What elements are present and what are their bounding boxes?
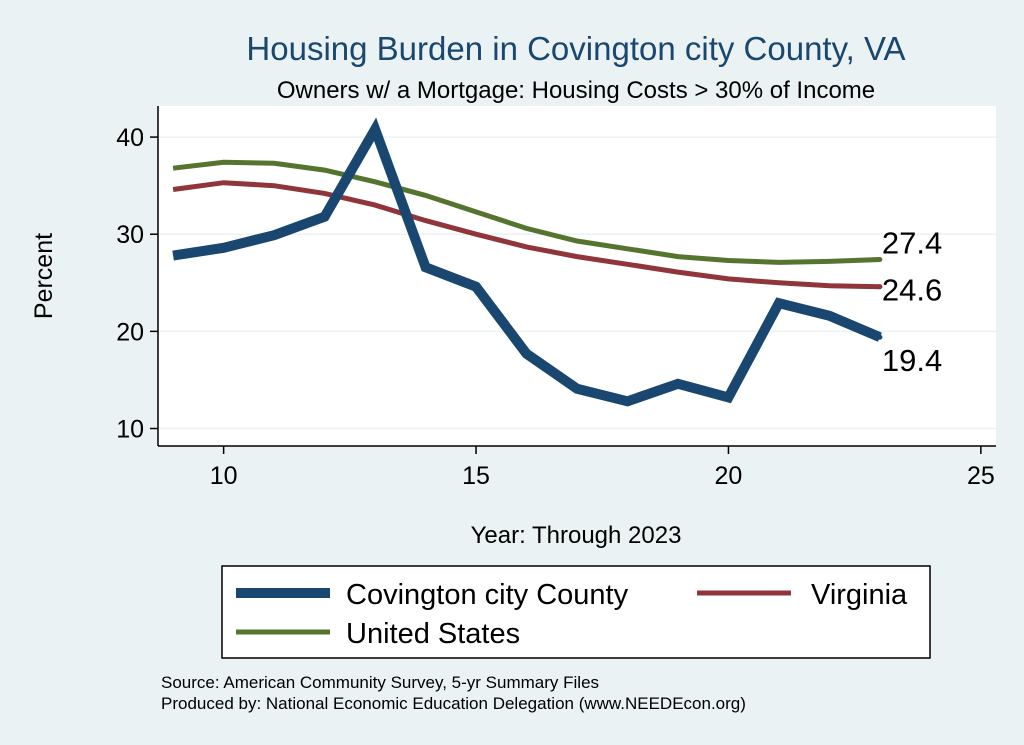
y-tick-label: 30 [116, 221, 144, 249]
x-tick-label: 10 [210, 462, 238, 490]
series-end-point [877, 284, 883, 290]
y-tick-label: 20 [116, 318, 144, 346]
y-axis-label: Percent [30, 233, 58, 319]
producer-note: Produced by: National Economic Education… [161, 694, 746, 713]
series-end-label: 24.6 [882, 273, 942, 308]
series-end-point [877, 256, 883, 262]
legend-label-virginia: Virginia [811, 579, 908, 611]
chart-title: Housing Burden in Covington city County,… [246, 30, 905, 67]
source-note: Source: American Community Survey, 5-yr … [161, 673, 599, 692]
series-line-covington-city-county [172, 117, 882, 407]
axis-layer: 10 20 30 40 10 15 20 25 [116, 106, 996, 490]
legend-label-covington: Covington city County [346, 579, 629, 611]
x-tick-label: 20 [715, 462, 743, 490]
y-tick-label: 40 [116, 124, 144, 152]
series-end-label: 27.4 [882, 225, 942, 260]
series-line-virginia [172, 180, 880, 290]
plot-area [158, 106, 996, 446]
series-end-point [877, 334, 883, 340]
legend-label-united-states: United States [346, 618, 520, 650]
series-line-united-states [172, 159, 880, 265]
x-axis-label: Year: Through 2023 [471, 522, 682, 549]
x-tick-label: 15 [462, 462, 490, 490]
series-end-label: 19.4 [882, 343, 942, 378]
legend: Covington city County Virginia United St… [221, 565, 931, 659]
y-tick-label: 10 [116, 416, 144, 444]
chart-subtitle: Owners w/ a Mortgage: Housing Costs > 30… [277, 77, 875, 104]
end-label-layer: 27.4 24.6 19.4 [882, 225, 942, 378]
x-tick-label: 25 [967, 462, 995, 490]
series-layer [172, 117, 883, 407]
legend-box [221, 565, 931, 659]
